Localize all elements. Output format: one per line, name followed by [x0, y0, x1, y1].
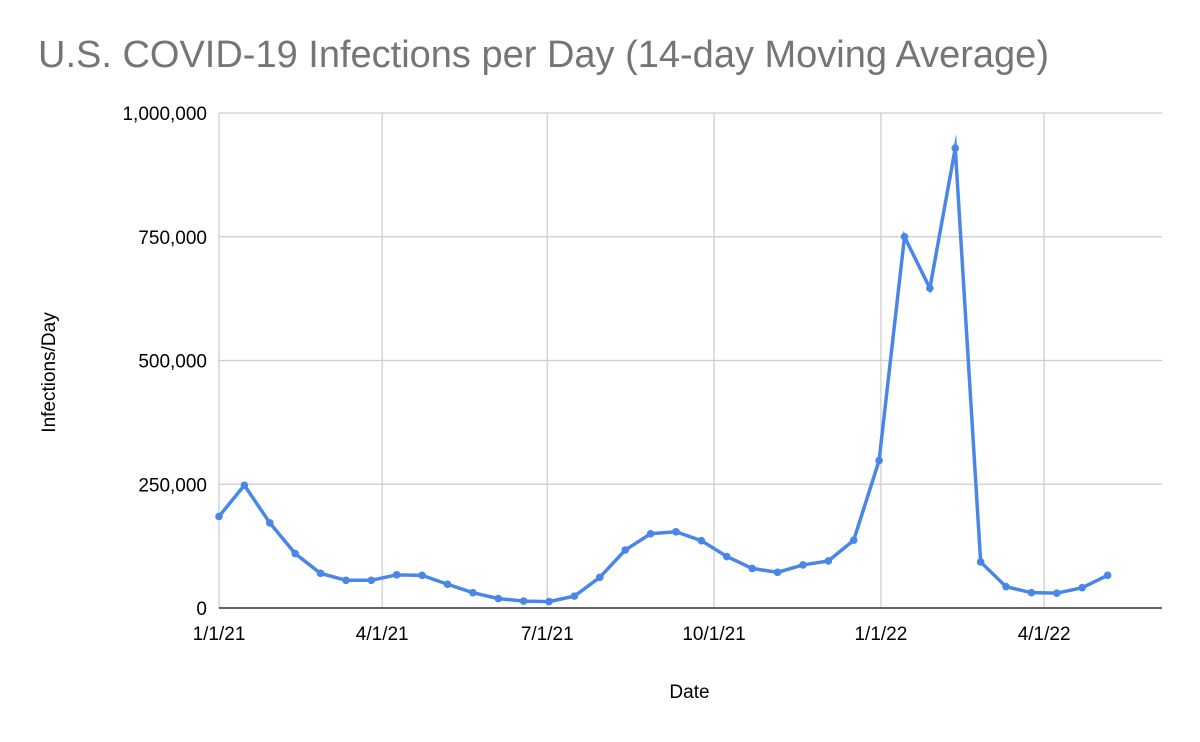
data-point	[291, 549, 299, 558]
data-point	[342, 576, 350, 585]
series-layer	[215, 133, 1112, 606]
data-point	[545, 597, 553, 606]
data-point	[570, 592, 579, 600]
data-point	[646, 529, 655, 538]
data-point	[926, 284, 934, 293]
data-point	[900, 232, 909, 241]
data-point	[265, 519, 274, 527]
x-axis-title: Date	[669, 682, 709, 703]
series-line	[217, 133, 1109, 604]
x-tick-label: 7/1/21	[521, 624, 574, 645]
y-tick-label: 1,000,000	[122, 104, 207, 125]
data-point	[773, 568, 782, 577]
data-point	[1078, 583, 1087, 592]
x-tick-label: 10/1/21	[682, 624, 745, 645]
x-tick-label: 4/1/22	[1018, 624, 1071, 645]
y-axis-title: Infections/Day	[39, 312, 60, 433]
data-point	[824, 557, 833, 565]
data-point	[875, 456, 883, 465]
data-point	[443, 580, 452, 589]
data-point	[672, 527, 680, 536]
data-point	[469, 588, 477, 597]
data-point	[951, 144, 960, 152]
data-point	[1027, 588, 1036, 597]
gridlines	[218, 112, 1162, 608]
data-point	[519, 597, 528, 605]
y-tick-label: 250,000	[138, 475, 207, 496]
data-point	[367, 576, 376, 585]
x-tick-label: 1/1/22	[854, 624, 907, 645]
y-tick-label: 750,000	[138, 228, 207, 249]
x-axis-ticks: 1/1/21 4/1/21 7/1/21 10/1/21 1/1/22 4/1/22	[193, 624, 1071, 645]
data-point	[621, 546, 630, 554]
y-axis-ticks: 0 250,000 500,000 750,000 1,000,000	[122, 104, 207, 620]
data-point	[215, 512, 223, 521]
y-tick-label: 500,000	[138, 352, 207, 373]
data-point	[976, 558, 985, 566]
data-point	[240, 481, 249, 490]
data-point	[1103, 571, 1112, 580]
data-point	[697, 536, 706, 545]
data-point	[1002, 582, 1010, 591]
data-point	[392, 571, 401, 579]
chart-title: U.S. COVID-19 Infections per Day (14-day…	[38, 34, 1049, 76]
data-point	[596, 573, 604, 582]
x-tick-label: 1/1/21	[193, 624, 246, 645]
x-tick-label: 4/1/21	[356, 624, 409, 645]
data-point	[494, 594, 503, 603]
data-point	[748, 564, 756, 573]
data-point	[849, 536, 858, 544]
data-point	[722, 552, 731, 561]
data-point	[1053, 589, 1061, 597]
data-point	[418, 571, 426, 580]
data-point	[799, 561, 807, 569]
data-point	[316, 569, 325, 578]
y-tick-label: 0	[196, 599, 207, 620]
